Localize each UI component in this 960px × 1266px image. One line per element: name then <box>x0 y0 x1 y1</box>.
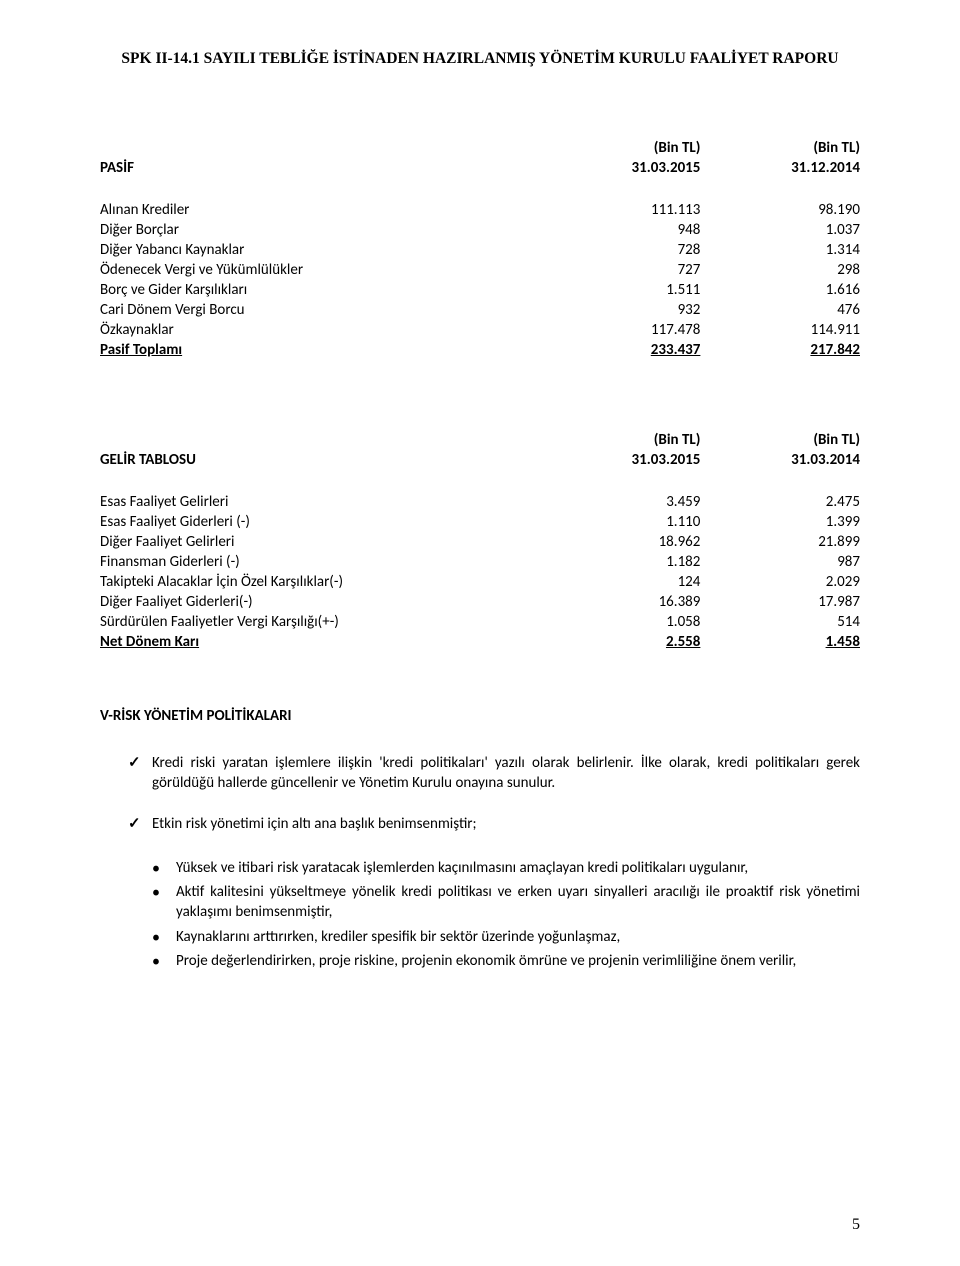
cell-value: 98.190 <box>700 200 860 220</box>
cell-value: 1.511 <box>541 280 701 300</box>
cell-value: 476 <box>700 300 860 320</box>
pasif-total-label: Pasif Toplamı <box>100 340 541 360</box>
gelir-title: GELİR TABLOSU <box>100 450 541 470</box>
gelir-total-v1: 2.558 <box>541 632 701 652</box>
cell-value: 298 <box>700 260 860 280</box>
cell-value: 948 <box>541 220 701 240</box>
table-row: Borç ve Gider Karşılıkları 1.511 1.616 <box>100 280 860 300</box>
cell-label: Özkaynaklar <box>100 320 541 340</box>
cell-label: Borç ve Gider Karşılıkları <box>100 280 541 300</box>
cell-label: Diğer Yabancı Kaynaklar <box>100 240 541 260</box>
cell-value: 18.962 <box>541 532 701 552</box>
bullet-item: Yüksek ve itibari risk yaratacak işlemle… <box>152 858 860 878</box>
cell-value: 2.029 <box>700 572 860 592</box>
cell-label: Diğer Faaliyet Giderleri(-) <box>100 592 541 612</box>
cell-value: 987 <box>700 552 860 572</box>
cell-label: Alınan Krediler <box>100 200 541 220</box>
cell-value: 21.899 <box>700 532 860 552</box>
cell-value: 1.110 <box>541 512 701 532</box>
table-row: Diğer Borçlar 948 1.037 <box>100 220 860 240</box>
table-row: Finansman Giderleri (-) 1.182 987 <box>100 552 860 572</box>
pasif-header-row: PASİF 31.03.2015 31.12.2014 <box>100 158 860 178</box>
cell-value: 16.389 <box>541 592 701 612</box>
cell-value: 727 <box>541 260 701 280</box>
gelir-total-label: Net Dönem Karı <box>100 632 541 652</box>
cell-value: 932 <box>541 300 701 320</box>
bullet-item: Aktif kalitesini yükseltmeye yönelik kre… <box>152 882 860 923</box>
pasif-unit-row: (Bin TL) (Bin TL) <box>100 138 860 158</box>
pasif-table: (Bin TL) (Bin TL) PASİF 31.03.2015 31.12… <box>100 138 860 360</box>
cell-value: 114.911 <box>700 320 860 340</box>
check-list: Kredi riski yaratan işlemlere ilişkin 'k… <box>100 753 860 834</box>
cell-label: Finansman Giderleri (-) <box>100 552 541 572</box>
cell-value: 728 <box>541 240 701 260</box>
pasif-unit-1: (Bin TL) <box>541 138 701 158</box>
cell-value: 1.616 <box>700 280 860 300</box>
bullet-item: Kaynaklarını arttırırken, krediler spesi… <box>152 927 860 947</box>
bullet-list: Yüksek ve itibari risk yaratacak işlemle… <box>100 858 860 971</box>
cell-value: 2.475 <box>700 492 860 512</box>
page-number: 5 <box>852 1216 860 1234</box>
page: SPK II-14.1 SAYILI TEBLİĞE İSTİNADEN HAZ… <box>0 0 960 1266</box>
cell-label: Diğer Faaliyet Gelirleri <box>100 532 541 552</box>
gelir-unit-row: (Bin TL) (Bin TL) <box>100 430 860 450</box>
gelir-date-1: 31.03.2015 <box>541 450 701 470</box>
gelir-unit-1: (Bin TL) <box>541 430 701 450</box>
bullet-item: Proje değerlendirirken, proje riskine, p… <box>152 951 860 971</box>
cell-value: 3.459 <box>541 492 701 512</box>
cell-value: 1.182 <box>541 552 701 572</box>
gelir-total-v2: 1.458 <box>700 632 860 652</box>
table-row: Alınan Krediler 111.113 98.190 <box>100 200 860 220</box>
pasif-title: PASİF <box>100 158 541 178</box>
pasif-total-v1: 233.437 <box>541 340 701 360</box>
cell-value: 1.399 <box>700 512 860 532</box>
table-row: Esas Faaliyet Gelirleri 3.459 2.475 <box>100 492 860 512</box>
cell-value: 111.113 <box>541 200 701 220</box>
cell-label: Diğer Borçlar <box>100 220 541 240</box>
gelir-table: (Bin TL) (Bin TL) GELİR TABLOSU 31.03.20… <box>100 430 860 652</box>
pasif-unit-2: (Bin TL) <box>700 138 860 158</box>
gelir-unit-2: (Bin TL) <box>700 430 860 450</box>
cell-value: 1.058 <box>541 612 701 632</box>
table-row: Sürdürülen Faaliyetler Vergi Karşılığı(+… <box>100 612 860 632</box>
cell-label: Takipteki Alacaklar İçin Özel Karşılıkla… <box>100 572 541 592</box>
pasif-total-v2: 217.842 <box>700 340 860 360</box>
gelir-header-row: GELİR TABLOSU 31.03.2015 31.03.2014 <box>100 450 860 470</box>
gelir-date-2: 31.03.2014 <box>700 450 860 470</box>
table-row: Takipteki Alacaklar İçin Özel Karşılıkla… <box>100 572 860 592</box>
table-row: Diğer Yabancı Kaynaklar 728 1.314 <box>100 240 860 260</box>
table-row: Diğer Faaliyet Giderleri(-) 16.389 17.98… <box>100 592 860 612</box>
table-row: Cari Dönem Vergi Borcu 932 476 <box>100 300 860 320</box>
cell-value: 117.478 <box>541 320 701 340</box>
gelir-total-row: Net Dönem Karı 2.558 1.458 <box>100 632 860 652</box>
cell-value: 1.314 <box>700 240 860 260</box>
cell-value: 1.037 <box>700 220 860 240</box>
cell-value: 124 <box>541 572 701 592</box>
cell-label: Esas Faaliyet Giderleri (-) <box>100 512 541 532</box>
table-row: Diğer Faaliyet Gelirleri 18.962 21.899 <box>100 532 860 552</box>
section-v-heading: V-RİSK YÖNETİM POLİTİKALARI <box>100 707 860 725</box>
cell-label: Ödenecek Vergi ve Yükümlülükler <box>100 260 541 280</box>
cell-label: Esas Faaliyet Gelirleri <box>100 492 541 512</box>
cell-value: 514 <box>700 612 860 632</box>
cell-label: Cari Dönem Vergi Borcu <box>100 300 541 320</box>
pasif-total-row: Pasif Toplamı 233.437 217.842 <box>100 340 860 360</box>
check-item-1: Kredi riski yaratan işlemlere ilişkin 'k… <box>128 753 860 794</box>
table-row: Özkaynaklar 117.478 114.911 <box>100 320 860 340</box>
table-row: Ödenecek Vergi ve Yükümlülükler 727 298 <box>100 260 860 280</box>
pasif-date-1: 31.03.2015 <box>541 158 701 178</box>
pasif-date-2: 31.12.2014 <box>700 158 860 178</box>
cell-value: 17.987 <box>700 592 860 612</box>
document-header: SPK II-14.1 SAYILI TEBLİĞE İSTİNADEN HAZ… <box>100 50 860 68</box>
cell-label: Sürdürülen Faaliyetler Vergi Karşılığı(+… <box>100 612 541 632</box>
table-row: Esas Faaliyet Giderleri (-) 1.110 1.399 <box>100 512 860 532</box>
check-item-2: Etkin risk yönetimi için altı ana başlık… <box>128 814 860 834</box>
